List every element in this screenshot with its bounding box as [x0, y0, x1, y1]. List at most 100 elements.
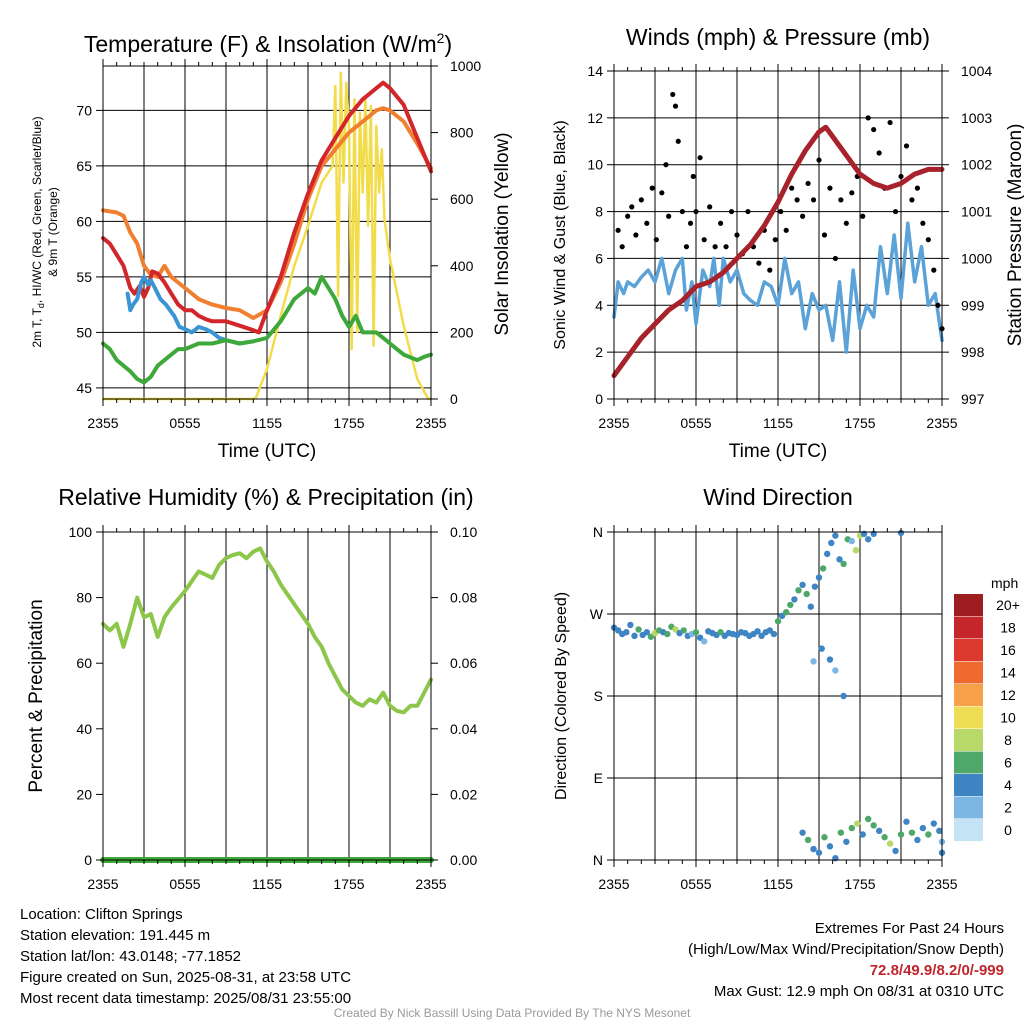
gust-dot [783, 227, 789, 233]
gust-dot [675, 138, 681, 144]
gust-dot [903, 143, 910, 149]
temp-series-line [101, 274, 433, 385]
direction-point [701, 638, 708, 645]
direction-point [908, 829, 916, 836]
gust-dot [794, 197, 800, 203]
humidity-title: Relative Humidity (%) & Precipitation (i… [58, 484, 473, 510]
temp-xlabel: Time (UTC) [218, 441, 317, 462]
direction-point [807, 603, 814, 610]
gust-dot [887, 119, 893, 126]
gust-dot [679, 208, 685, 215]
extremes-subheading: (High/Low/Max Wind/Precipitation/Snow De… [688, 941, 1004, 958]
gust-dot [707, 204, 713, 210]
direction-point [826, 656, 834, 663]
temp-title: Temperature (F) & Insolation (W/m2) [84, 30, 452, 57]
speed-legend-swatch [954, 706, 983, 729]
wind-speed-line [612, 221, 944, 354]
pressure-line [611, 124, 945, 379]
direction-point [692, 629, 700, 636]
humidity-xtick-label: 2355 [415, 876, 446, 892]
winds-xtick-label: 1755 [844, 415, 875, 431]
direction-point [664, 630, 671, 638]
temp-ytick-label: 50 [76, 324, 92, 340]
winds-ytick-label: 0 [595, 391, 603, 407]
speed-legend-label: 16 [1000, 642, 1016, 658]
humidity-grid [143, 532, 391, 860]
direction-point [770, 630, 778, 638]
direction-ytick-label: W [590, 606, 604, 622]
direction-point [897, 831, 905, 838]
direction-point [696, 634, 704, 641]
speed-legend-label: 6 [1004, 755, 1012, 771]
temp-grid [103, 66, 431, 399]
direction-point [717, 629, 724, 636]
direction-point [840, 692, 847, 700]
gust-dot [849, 190, 855, 196]
direction-point [631, 632, 638, 640]
speed-legend: mph 20+ 18 16 14 12 10 8 6 4 2 0 [954, 575, 1020, 841]
humidity-ytick-label: 40 [76, 721, 92, 737]
temp-xtick-label: 2355 [415, 415, 446, 431]
gust-dot [666, 213, 672, 219]
humidity-xtick-label: 2355 [87, 876, 118, 892]
direction-ticks: 2355 0555 1155 1755 2355 N E S W N [590, 524, 958, 892]
gust-dot [772, 237, 778, 243]
gust-dot [909, 197, 915, 203]
gust-dot [810, 197, 817, 203]
station-info: Location: Clifton Springs Station elevat… [20, 904, 351, 1009]
humidity-ytick-label: 100 [69, 524, 93, 540]
temp-xtick-label: 1155 [252, 415, 282, 431]
direction-point [774, 618, 782, 625]
speed-legend-swatch [954, 616, 983, 639]
winds-ytick-right-label: 997 [961, 391, 985, 407]
humidity-xtick-label: 1155 [252, 876, 282, 892]
gust-dot [683, 244, 690, 250]
humidity-ylabel-left: Percent & Precipitation [26, 599, 47, 792]
direction-point [647, 633, 655, 640]
direction-point [635, 626, 642, 633]
direction-points [610, 529, 946, 862]
direction-point [930, 820, 937, 827]
temp-ytick-label: 70 [76, 102, 92, 118]
winds-title: Winds (mph) & Pressure (mb) [626, 24, 930, 50]
humidity-ytick-right-label: 0.08 [450, 590, 477, 606]
gust-dot [821, 232, 828, 238]
direction-grid [614, 531, 942, 861]
direction-point [783, 608, 790, 616]
gust-dot [728, 208, 735, 215]
gust-dot [663, 162, 669, 168]
direction-point [614, 627, 622, 634]
humidity-ytick-label: 20 [76, 786, 92, 802]
direction-point [919, 824, 927, 832]
gust-dot [697, 155, 703, 161]
gust-dot [832, 255, 839, 262]
temp-series-line [101, 71, 433, 401]
station-elevation: Station elevation: 191.445 m [20, 927, 211, 944]
direction-panel: Wind Direction 2355 0555 1155 1755 2355 N E S W N… [553, 484, 1020, 892]
temp-xtick-label: 2355 [87, 415, 118, 431]
direction-point [787, 601, 794, 609]
humidity-ytick-right-label: 0.06 [450, 655, 477, 671]
gust-dot [935, 302, 941, 308]
direction-point [903, 818, 910, 825]
extremes-box: Extremes For Past 24 Hours (High/Low/Max… [688, 918, 1004, 1002]
winds-ytick-label: 10 [587, 157, 603, 173]
gust-dot [816, 157, 822, 163]
direction-point [936, 827, 943, 835]
gust-dot [718, 220, 724, 226]
direction-point [758, 632, 765, 640]
humidity-ytick-label: 0 [84, 852, 92, 868]
direction-point [643, 629, 650, 636]
direction-point [778, 612, 786, 620]
speed-legend-label: 2 [1004, 800, 1012, 816]
direction-point [832, 667, 839, 674]
extremes-values: 72.8/49.9/8.2/0/-999 [869, 962, 1004, 979]
speed-legend-swatch [954, 729, 983, 751]
humidity-panel: Relative Humidity (%) & Precipitation (i… [26, 484, 477, 892]
direction-point [803, 590, 810, 598]
gust-dot [712, 244, 718, 250]
winds-ytick-right-label: 1004 [961, 63, 992, 79]
direction-xtick-label: 1755 [844, 876, 875, 892]
speed-legend-label: 8 [1004, 732, 1012, 748]
